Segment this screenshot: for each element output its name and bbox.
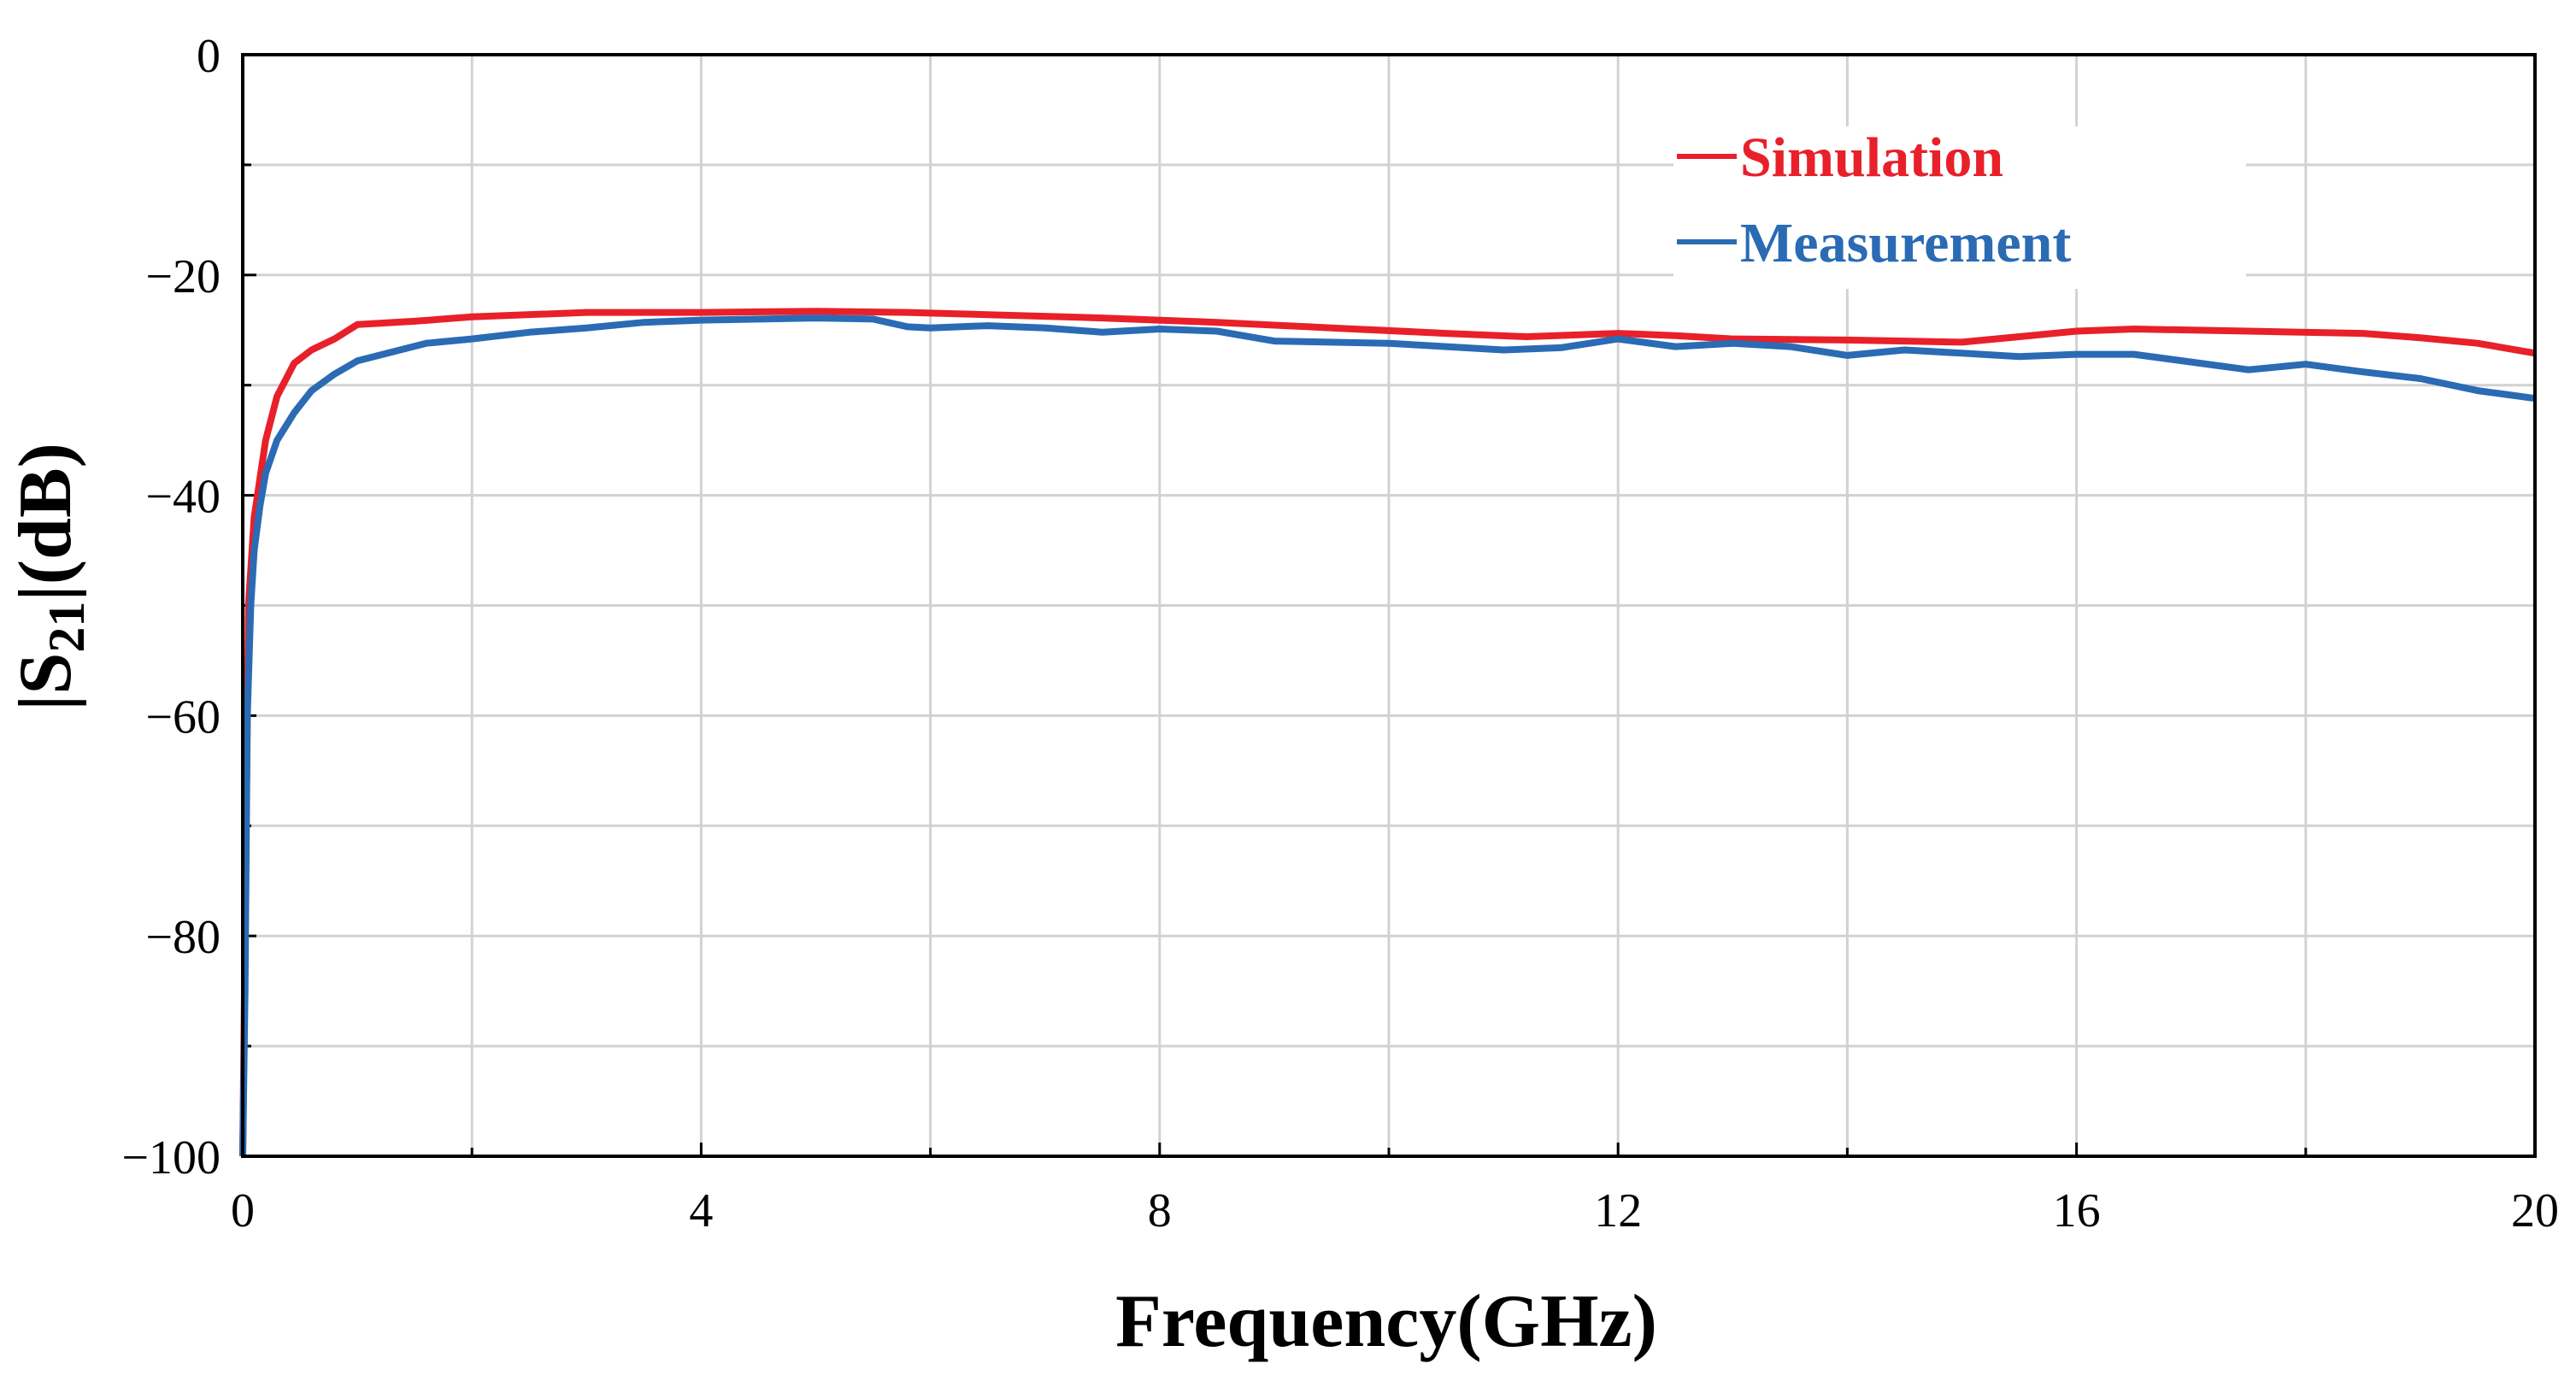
y-tick-label: −60 [145,690,221,743]
y-tick-label: −100 [121,1131,221,1184]
y-tick-label: −80 [145,911,221,964]
x-tick-label: 8 [1148,1184,1172,1237]
series-lines [239,308,2536,1157]
x-tick-label: 16 [2053,1184,2101,1237]
plot-frame [241,53,2537,1158]
x-axis-title: Frequency(GHz) [1115,1280,1657,1363]
x-tick-label: 0 [231,1184,255,1237]
y-axis-title-suffix: |(dB) [4,443,87,602]
x-tick-label: 12 [1594,1184,1642,1237]
tick-labels: 0 4 8 12 16 20 0 −20 −40 −60 −80 −100 [121,30,2559,1237]
x-tick-label: 4 [689,1184,713,1237]
y-tick-label: 0 [197,30,221,83]
legend-background [1673,126,2246,289]
x-tick-label: 20 [2511,1184,2559,1237]
legend: Simulation Measurement [1673,126,2246,289]
y-axis-title-prefix: |S [4,653,87,711]
y-tick-label: −20 [145,250,221,303]
legend-label-measurement: Measurement [1740,212,2071,274]
series-line-simulation [239,308,2536,1157]
y-axis-title-subscript: 21 [38,602,95,653]
y-axis-title: |S21|(dB) [4,443,95,711]
series-line-measurement [239,314,2536,1157]
plot-border [241,53,2537,1158]
legend-label-simulation: Simulation [1740,126,2003,189]
y-tick-label: −40 [145,471,221,524]
